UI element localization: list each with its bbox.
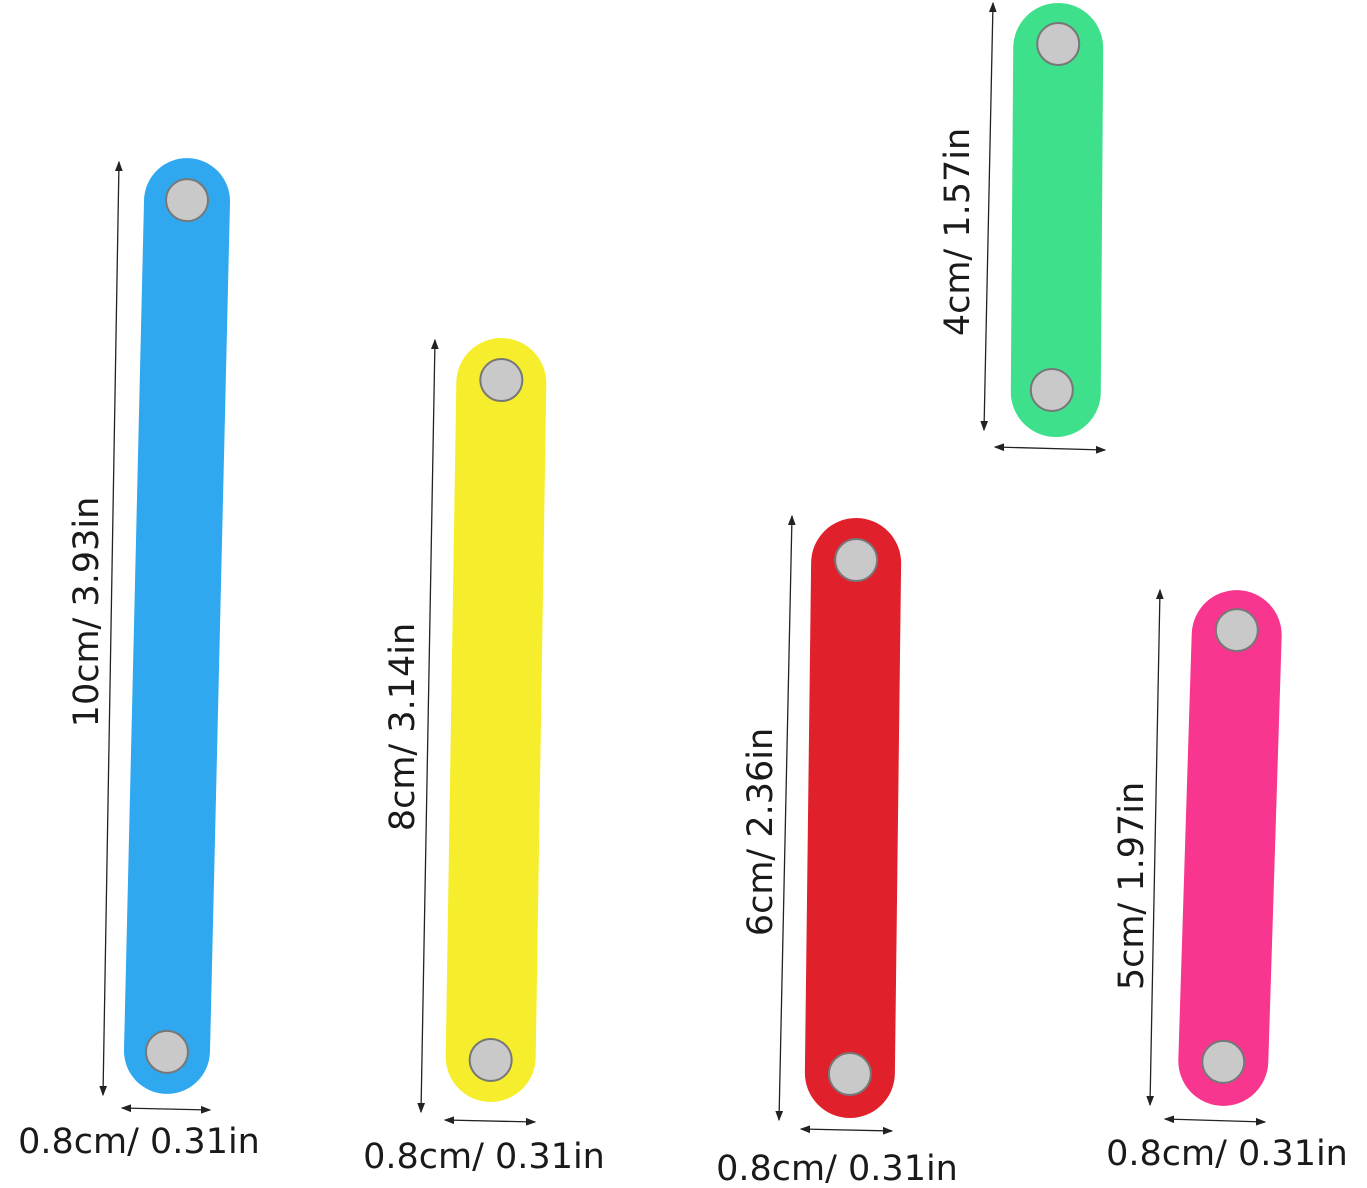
width-arrow	[120, 1104, 212, 1114]
strip-body	[445, 338, 547, 1102]
magnet-icon	[479, 358, 524, 403]
width-label: 0.8cm/ 0.31in	[363, 1137, 605, 1177]
width-arrow	[1163, 1115, 1267, 1126]
strip-body	[123, 158, 231, 1094]
length-arrow	[417, 338, 439, 1114]
width-label: 0.8cm/ 0.31in	[716, 1149, 958, 1188]
width-arrow	[443, 1116, 537, 1126]
length-arrow	[980, 1, 997, 432]
strip-body	[804, 518, 902, 1118]
length-label: 6cm/ 2.36in	[741, 728, 781, 936]
magnet-icon	[1036, 22, 1081, 67]
strip-body	[1010, 3, 1104, 437]
width-label: 0.8cm/ 0.31in	[1106, 1134, 1348, 1174]
green-strip	[1010, 3, 1104, 437]
length-label: 8cm/ 3.14in	[383, 623, 423, 831]
length-label: 5cm/ 1.97in	[1112, 782, 1152, 990]
magnet-icon	[165, 178, 210, 223]
length-arrow	[99, 160, 123, 1097]
width-arrow	[993, 443, 1107, 454]
length-arrow	[775, 514, 796, 1122]
magnet-icon	[144, 1029, 189, 1074]
length-arrow	[1146, 588, 1164, 1107]
yellow-strip	[445, 338, 547, 1102]
length-label: 4cm/ 1.57in	[938, 128, 978, 336]
width-arrow	[799, 1125, 894, 1135]
magnet-icon	[1201, 1039, 1246, 1084]
magnet-icon	[468, 1037, 513, 1082]
width-label: 0.8cm/ 0.31in	[18, 1122, 260, 1162]
red-strip	[804, 518, 902, 1118]
magnet-icon	[834, 538, 879, 583]
length-label: 10cm/ 3.93in	[67, 497, 107, 728]
magnet-icon	[1214, 608, 1259, 653]
strip-body	[1178, 590, 1282, 1106]
blue-strip	[123, 158, 231, 1094]
magnet-icon	[827, 1051, 872, 1096]
pink-strip	[1178, 590, 1282, 1106]
magnet-icon	[1029, 367, 1074, 412]
